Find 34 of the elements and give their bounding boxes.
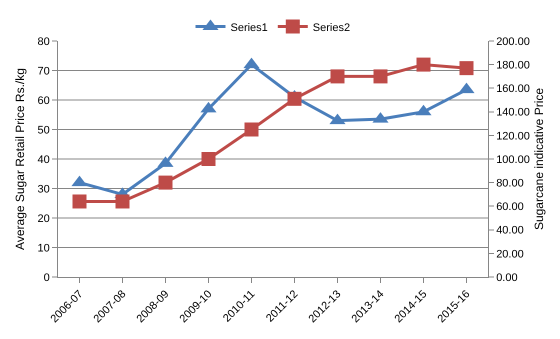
- y2-tick-label: 140.00: [496, 106, 530, 119]
- y-tick-label: 10: [38, 242, 50, 254]
- y2-axis-title: Sugarcane indicative Price: [532, 88, 546, 230]
- point: [244, 122, 258, 136]
- y-tick-label: 80: [38, 36, 50, 48]
- y2-tick-label: 160.00: [496, 83, 530, 96]
- y-tick-label: 60: [38, 94, 50, 107]
- point: [374, 69, 388, 84]
- y-tick-label: 40: [38, 154, 50, 166]
- legend-label: Series2: [312, 22, 350, 34]
- point: [202, 152, 216, 166]
- y-tick-label: 70: [38, 65, 50, 78]
- legend-label: Series1: [230, 22, 268, 34]
- y2-tick-label: 40.00: [496, 224, 524, 237]
- point: [288, 92, 302, 106]
- y-tick-label: 0: [44, 272, 50, 284]
- point: [460, 61, 474, 76]
- y2-tick-label: 120.00: [496, 130, 530, 142]
- y2-tick-label: 0.00: [496, 272, 518, 284]
- y2-tick-label: 60.00: [496, 201, 524, 214]
- y-tick-label: 50: [38, 124, 50, 136]
- y-tick-label: 20: [38, 212, 50, 225]
- y2-tick-label: 100.00: [496, 154, 530, 166]
- point: [330, 69, 344, 84]
- point: [116, 194, 130, 208]
- y2-tick-label: 80.00: [496, 177, 524, 190]
- y-tick-label: 30: [38, 183, 50, 196]
- y-axis-title: Average Sugar Retail Price Rs./kg: [13, 68, 27, 250]
- point: [416, 58, 430, 72]
- y2-tick-label: 200.00: [496, 36, 530, 48]
- point: [72, 194, 86, 208]
- point: [158, 176, 172, 190]
- y2-tick-label: 20.00: [496, 248, 524, 260]
- y2-tick-label: 180.00: [496, 59, 530, 72]
